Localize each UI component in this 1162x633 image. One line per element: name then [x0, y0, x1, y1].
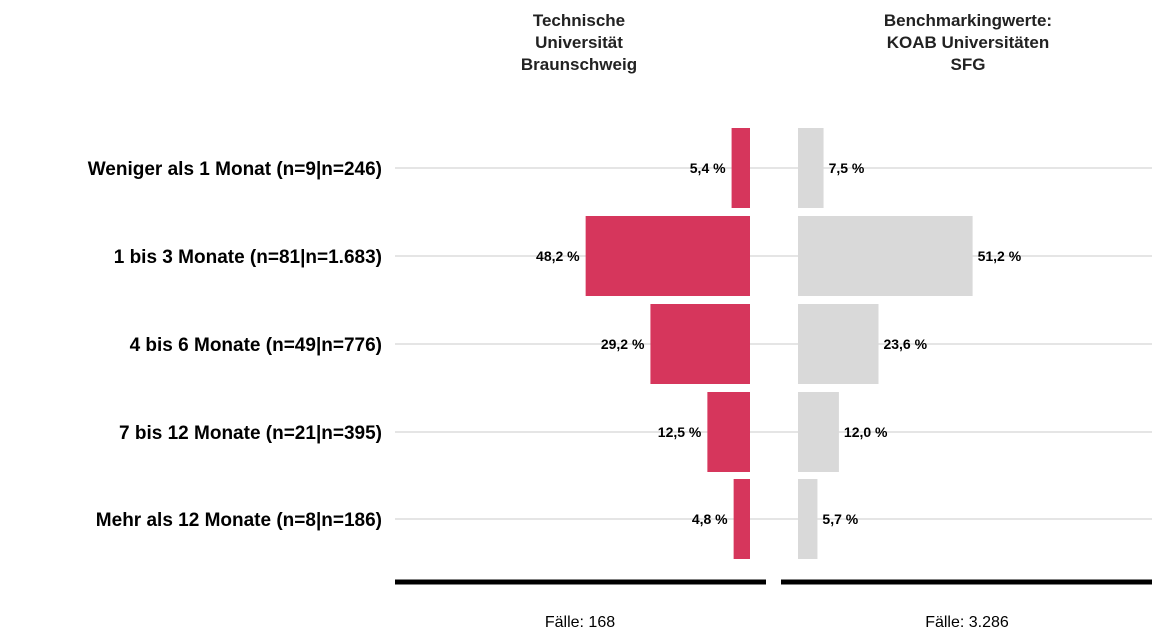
column-headers: Technische Universität Braunschweig Benchma… [521, 11, 1052, 74]
category-label: Weniger als 1 Monat (n=9|n=246) [88, 159, 382, 180]
header-tu-braunschweig: Braunschweig [521, 55, 637, 74]
value-label: 51,2 % [978, 248, 1022, 264]
bar-tu-braunschweig [731, 128, 750, 208]
value-label: 4,8 % [692, 511, 728, 527]
header-tu-braunschweig: Technische [533, 11, 625, 30]
bar-tu-braunschweig [585, 216, 750, 296]
bar-tu-braunschweig [733, 479, 750, 559]
header-benchmark: Benchmarkingwerte: [884, 11, 1052, 30]
bar-tu-braunschweig [650, 304, 750, 384]
header-tu-braunschweig: Universität [535, 33, 623, 52]
value-label: 5,4 % [690, 160, 726, 176]
row-gridlines [395, 167, 1152, 520]
category-label: 4 bis 6 Monate (n=49|n=776) [130, 335, 382, 356]
value-label: 5,7 % [822, 511, 858, 527]
bar-tu-braunschweig [707, 392, 750, 472]
category-label: 7 bis 12 Monate (n=21|n=395) [119, 423, 382, 444]
value-label: 7,5 % [829, 160, 865, 176]
category-labels: Weniger als 1 Monat (n=9|n=246) 1 bis 3 M… [88, 159, 382, 531]
header-benchmark: SFG [951, 55, 986, 74]
category-label: Mehr als 12 Monate (n=8|n=186) [96, 510, 382, 531]
column-footers: Fälle: 168 Fälle: 3.286 [395, 579, 1152, 631]
bars [585, 128, 973, 559]
footer-cases-left: Fälle: 168 [545, 614, 615, 631]
bar-benchmark [798, 479, 818, 559]
value-label: 12,5 % [658, 424, 702, 440]
bar-benchmark [798, 216, 973, 296]
category-label: 1 bis 3 Monate (n=81|n=1.683) [114, 247, 382, 268]
value-label: 29,2 % [601, 336, 645, 352]
value-labels: 5,4 % 7,5 % 48,2 % 51,2 % 29,2 % 23,6 % 12,5 %… [536, 160, 1022, 527]
header-benchmark: KOAB Universitäten [887, 33, 1049, 52]
footer-cases-right: Fälle: 3.286 [925, 614, 1009, 631]
bar-benchmark [798, 304, 879, 384]
value-label: 12,0 % [844, 424, 888, 440]
value-label: 23,6 % [883, 336, 927, 352]
bar-benchmark [798, 392, 839, 472]
bar-benchmark [798, 128, 824, 208]
value-label: 48,2 % [536, 248, 580, 264]
